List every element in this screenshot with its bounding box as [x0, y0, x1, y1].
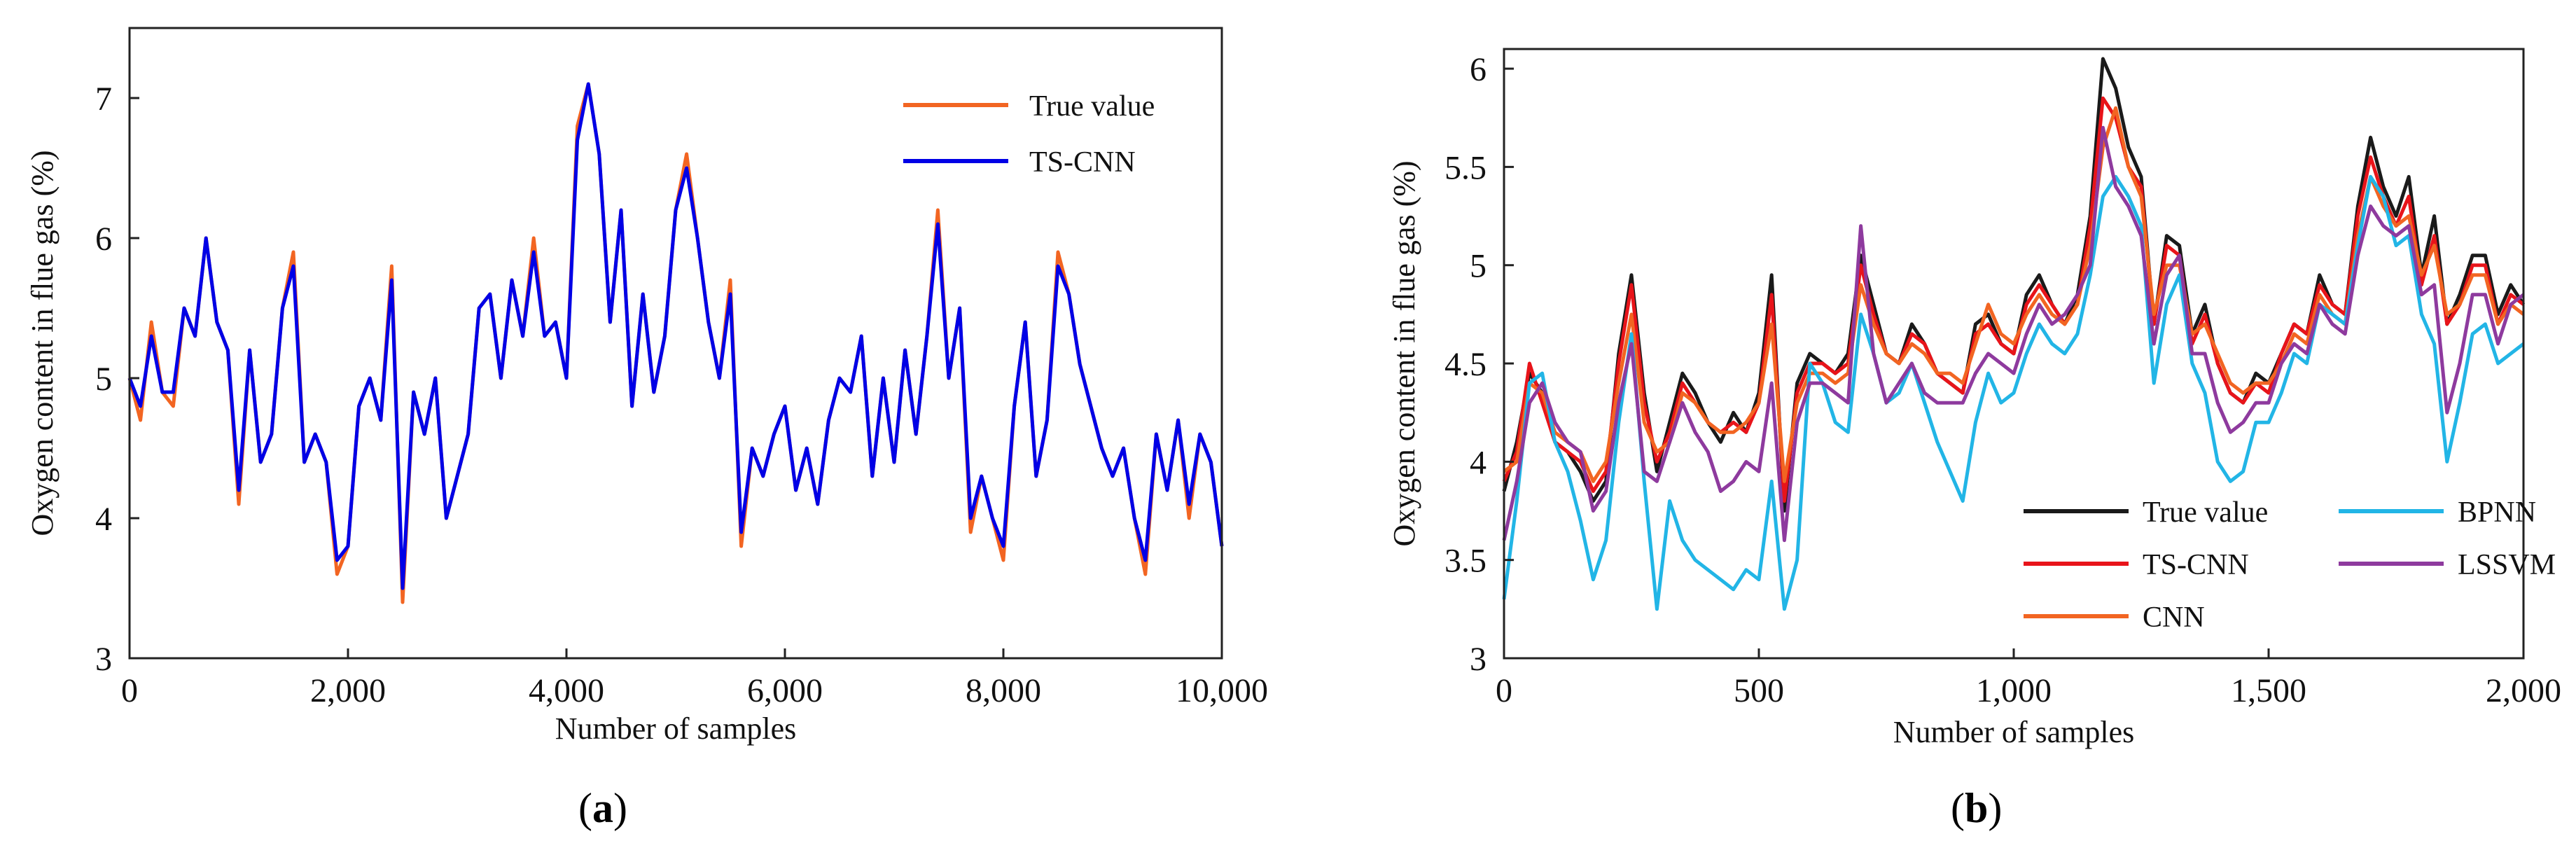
x-tick-label: 2,000 — [2486, 672, 2561, 709]
series-line-ts-cnn — [127, 82, 1224, 590]
legend-label: TS-CNN — [2143, 549, 2249, 581]
x-axis-label: Number of samples — [555, 711, 797, 746]
y-axis-label: Oxygen content in flue gas (%) — [25, 150, 60, 536]
series-line-ts-cnn — [1502, 96, 2525, 503]
legend-label: LSSVM — [2458, 549, 2556, 581]
series-line-bpnn — [1502, 174, 2525, 611]
x-tick-label: 2,000 — [310, 672, 386, 709]
legend-label: True value — [2143, 496, 2268, 529]
legend-label: CNN — [2143, 602, 2205, 634]
x-tick-label: 4,000 — [529, 672, 604, 709]
y-tick-label: 5 — [95, 361, 112, 398]
legend-label: True value — [1029, 90, 1155, 123]
legend-label: TS-CNN — [1029, 146, 1136, 179]
y-tick-label: 7 — [95, 81, 112, 118]
y-tick-label: 3.5 — [1444, 543, 1487, 580]
x-tick-label: 0 — [1496, 672, 1512, 709]
series-line-true-value — [1502, 57, 2526, 513]
x-tick-label: 1,500 — [2231, 672, 2306, 709]
x-tick-label: 0 — [121, 672, 138, 709]
x-axis-label: Number of samples — [1893, 715, 2135, 749]
plot-frame — [128, 27, 1223, 660]
x-tick-label: 8,000 — [966, 672, 1041, 709]
x-tick-label: 10,000 — [1176, 672, 1268, 709]
y-tick-label: 5 — [1470, 248, 1487, 285]
x-tick-label: 1,000 — [1976, 672, 2052, 709]
chart-b: 0 500 1,000 1,500 2,000 3 3.5 4 4.5 5 5.5 6 Number o… — [1387, 48, 2561, 749]
y-tick-label: 3 — [95, 641, 112, 678]
y-axis-label: Oxygen content in flue gas (%) — [1387, 160, 1421, 546]
legend-label: BPNN — [2458, 496, 2536, 529]
series-line-lssvm — [1502, 125, 2525, 543]
x-tick-label: 500 — [1734, 672, 1784, 709]
y-tick-label: 4 — [1470, 444, 1487, 481]
y-tick-label: 5.5 — [1444, 149, 1487, 186]
y-tick-label: 4 — [95, 501, 112, 538]
y-tick-label: 6 — [1470, 51, 1487, 88]
caption-b: (b) — [1951, 785, 2003, 831]
caption-a: (a) — [578, 785, 627, 831]
y-tick-label: 3 — [1470, 641, 1487, 678]
y-tick-label: 6 — [95, 221, 112, 258]
chart-a: 0 2,000 4,000 6,000 8,000 10,000 3 4 5 6 7 Number o… — [25, 27, 1268, 746]
y-tick-label: 4.5 — [1444, 346, 1487, 383]
x-tick-label: 6,000 — [747, 672, 823, 709]
